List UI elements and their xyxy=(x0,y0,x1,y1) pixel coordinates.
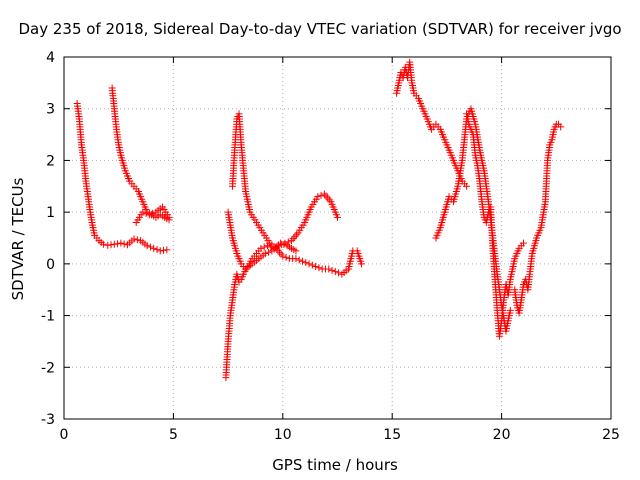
data-point-pass-j-17-0 xyxy=(557,123,565,131)
data-point-pass-e-15-0 xyxy=(314,193,322,201)
data-point-pass-a1-10-0 xyxy=(99,240,107,248)
series-pass-e xyxy=(224,190,341,273)
data-point-pass-d-12-0 xyxy=(257,244,265,252)
y-axis-label: SDTVAR / TECUs xyxy=(9,177,27,301)
series-pass-d xyxy=(222,239,300,382)
y-tick-label-2: -1 xyxy=(41,309,55,325)
data-point-pass-a2-0-1 xyxy=(133,236,141,244)
data-point-pass-e-10-1 xyxy=(284,238,292,246)
x-axis-label: GPS time / hours xyxy=(272,456,398,474)
data-point-pass-f-13-0 xyxy=(292,255,300,263)
data-point-pass-e-11-0 xyxy=(288,237,296,245)
data-point-pass-c-1-1 xyxy=(142,209,150,217)
data-point-pass-e-9-1 xyxy=(278,240,286,248)
y-tick-label-7: 4 xyxy=(46,50,55,66)
data-point-pass-g-20-0 xyxy=(463,182,471,190)
series-pass-g xyxy=(393,58,471,190)
x-tick-label-2: 10 xyxy=(274,427,292,443)
data-point-pass-f-13-1 xyxy=(295,256,303,264)
y-tick-label-0: -3 xyxy=(41,412,55,428)
data-point-pass-e-11-2 xyxy=(291,233,299,241)
data-point-pass-a1-12-0 xyxy=(110,240,118,248)
data-point-pass-a2-2-0 xyxy=(143,242,151,250)
data-point-pass-d-18-0 xyxy=(292,247,300,255)
series-pass-c xyxy=(132,203,173,226)
data-point-pass-e-16-0 xyxy=(320,190,328,198)
data-point-pass-f-15-1 xyxy=(308,261,316,269)
data-point-pass-f-11-1 xyxy=(282,253,290,261)
plot-frame xyxy=(63,56,612,420)
series-pass-b xyxy=(108,84,173,224)
data-point-pass-e-15-1 xyxy=(317,191,325,199)
x-tick-label-5: 25 xyxy=(602,427,620,443)
data-point-pass-c-2-0 xyxy=(145,211,153,219)
data-point-pass-e-16-2 xyxy=(324,194,332,202)
series-pass-i xyxy=(463,110,527,340)
data-point-pass-c-1-0 xyxy=(139,208,147,216)
data-point-pass-a2-0-0 xyxy=(130,235,138,243)
data-point-pass-a1-11-0 xyxy=(104,241,112,249)
data-point-pass-c-2-1 xyxy=(149,209,157,217)
data-point-pass-a1-13-0 xyxy=(117,239,125,247)
x-tick-label-0: 0 xyxy=(60,427,69,443)
y-tick-label-3: 0 xyxy=(46,257,55,273)
series-pass-j xyxy=(511,120,565,317)
data-point-pass-a2-4-1 xyxy=(160,246,168,254)
data-point-pass-f-10-2 xyxy=(276,248,284,256)
y-tick-label-5: 2 xyxy=(46,153,55,169)
y-tick-label-6: 3 xyxy=(46,102,55,118)
data-point-pass-f-10-3 xyxy=(277,250,285,258)
data-point-pass-d-12-1 xyxy=(260,243,268,251)
grid-layer xyxy=(64,57,611,419)
data-point-pass-e-18-0 xyxy=(334,213,341,221)
data-point-pass-f-16-1 xyxy=(315,264,323,272)
y-tick-label-1: -2 xyxy=(41,360,55,376)
data-point-pass-e-7-1 xyxy=(265,248,273,256)
series-pass-f xyxy=(228,110,366,278)
data-point-pass-a2-2-1 xyxy=(146,243,154,251)
data-point-pass-f-14-1 xyxy=(302,259,310,267)
data-point-pass-a2-4-0 xyxy=(156,247,164,255)
data-point-pass-a1-11-1 xyxy=(107,241,115,249)
data-point-pass-f-19-0 xyxy=(331,268,339,276)
data-point-pass-a1-13-1 xyxy=(120,240,128,248)
data-point-pass-f-11-0 xyxy=(279,252,287,260)
x-tick-label-3: 15 xyxy=(383,427,401,443)
y-tick-label-4: 1 xyxy=(46,205,55,221)
data-point-pass-e-11-1 xyxy=(289,235,297,243)
axes-layer: 0 5 10 15 20 25 -3 -2 -1 0 1 2 3 4 xyxy=(41,50,620,443)
x-tick-label-1: 5 xyxy=(169,427,178,443)
data-point-pass-f-15-0 xyxy=(305,260,313,268)
data-point-pass-f-14-0 xyxy=(298,257,306,265)
data-point-pass-f-18-1 xyxy=(328,266,336,274)
x-tick-label-4: 20 xyxy=(493,427,511,443)
data-point-pass-f-18-0 xyxy=(325,265,333,273)
series-pass-a2 xyxy=(130,235,171,255)
data-point-pass-a2-3-1 xyxy=(153,246,161,254)
data-point-pass-e-10-0 xyxy=(281,239,289,247)
data-point-pass-f-24-0 xyxy=(358,260,366,268)
data-point-pass-e-11-3 xyxy=(292,231,300,239)
data-point-pass-h-17-0 xyxy=(506,306,514,314)
data-point-pass-a1-12-1 xyxy=(114,240,122,248)
data-point-pass-e-16-1 xyxy=(322,192,330,200)
plot-title: Day 235 of 2018, Sidereal Day-to-day VTE… xyxy=(18,20,622,38)
points-layer xyxy=(73,58,565,382)
data-point-pass-i-23-0 xyxy=(519,239,527,247)
data-point-pass-f-16-0 xyxy=(312,262,320,270)
data-point-pass-a2-3-0 xyxy=(150,244,158,252)
data-point-pass-e-7-0 xyxy=(261,250,269,258)
data-point-pass-a2-5-0 xyxy=(163,246,171,254)
data-point-pass-c-5-0 xyxy=(165,213,173,221)
